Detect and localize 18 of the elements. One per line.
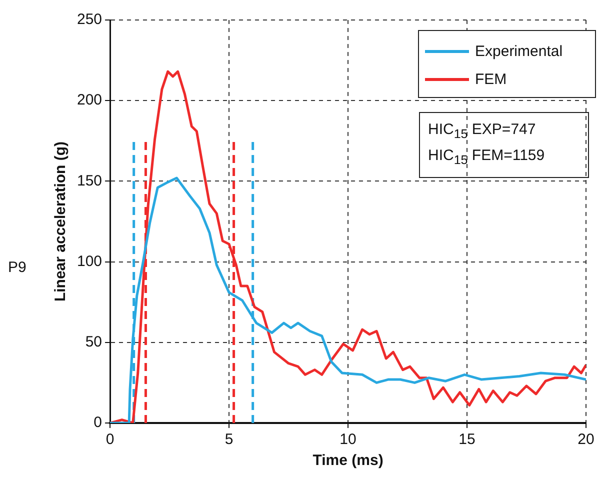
y-tick-label: 50 — [85, 334, 102, 351]
y-tick-label: 150 — [76, 172, 102, 190]
x-axis-title: Time (ms) — [312, 452, 384, 470]
x-tick-label: 20 — [578, 431, 594, 448]
y-tick-label: 200 — [76, 92, 102, 109]
y-tick-label: 250 — [76, 11, 102, 28]
x-tick-label: 10 — [340, 431, 356, 448]
legend-label: FEM — [475, 70, 507, 88]
y-tick-label: 100 — [76, 252, 102, 270]
annotation: HIC$_{15}$ FEM=1159 — [428, 146, 546, 169]
annotation: HIC$_{15}$ EXP=747 — [428, 120, 537, 143]
x-tick-label: 0 — [106, 431, 114, 448]
text: P9 — [8, 259, 26, 276]
y-axis-title: Linear acceleration (g) — [52, 141, 70, 302]
x-tick-label: 5 — [224, 431, 234, 448]
y-tick-label: 0 — [94, 414, 102, 432]
x-tick-label: 15 — [458, 431, 476, 448]
legend-label: Experimental — [475, 42, 563, 60]
